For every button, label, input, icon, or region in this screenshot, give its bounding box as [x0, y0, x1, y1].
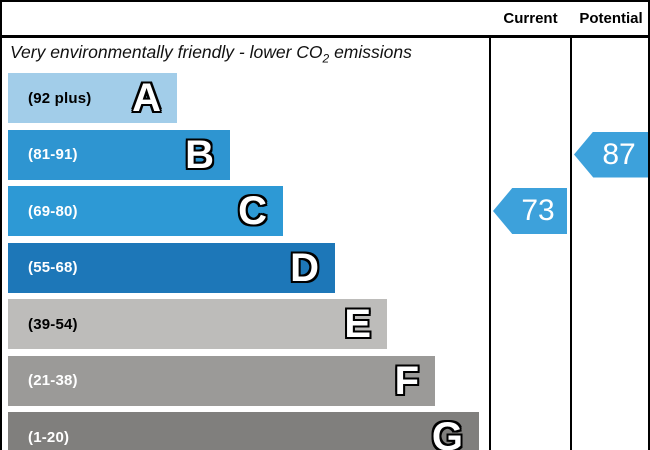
current-column-header: Current: [503, 10, 558, 27]
potential-rating-value: 87: [602, 137, 636, 171]
band-a-range-label: (92 plus): [28, 89, 92, 107]
current-rating-value: 73: [521, 194, 555, 227]
band-c-letter: C: [238, 189, 267, 233]
band-b-range-label: (81-91): [28, 146, 78, 163]
band-g: (1-20) G: [8, 412, 479, 450]
band-d-range-label: (55-68): [28, 259, 78, 276]
band-f-range-label: (21-38): [28, 372, 78, 389]
column-divider-potential: [570, 2, 572, 450]
band-b-letter: B: [185, 132, 214, 177]
band-c: (69-80) C: [8, 186, 283, 236]
band-f-letter: F: [394, 358, 419, 403]
band-g-range-label: (1-20): [28, 428, 70, 446]
chart-title-text: Very environmentally friendly - lower CO: [10, 42, 323, 62]
chart-title: Very environmentally friendly - lower CO…: [10, 42, 412, 66]
potential-column-header: Potential: [579, 10, 643, 27]
band-a: (92 plus) A: [8, 73, 177, 123]
band-e: (39-54) E: [8, 299, 387, 349]
band-d-letter: D: [290, 245, 319, 290]
band-c-range-label: (69-80): [28, 202, 78, 220]
band-b: (81-91) B: [8, 129, 230, 180]
column-divider-current: [489, 2, 491, 450]
band-g-letter: G: [431, 415, 463, 450]
header-row: Current Potential: [2, 2, 648, 38]
chart-title-text-end: emissions: [329, 42, 412, 62]
chart-title-subscript: 2: [322, 51, 330, 66]
band-e-letter: E: [344, 302, 371, 346]
current-rating-arrow: 73: [493, 188, 567, 234]
band-d: (55-68) D: [8, 242, 335, 293]
band-f: (21-38) F: [8, 355, 435, 406]
potential-rating-arrow: 87: [574, 131, 648, 178]
band-e-range-label: (39-54): [28, 315, 78, 333]
band-a-letter: A: [132, 76, 161, 120]
